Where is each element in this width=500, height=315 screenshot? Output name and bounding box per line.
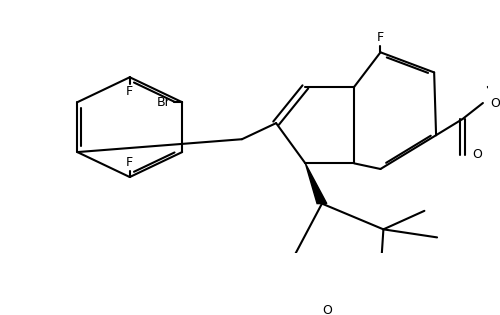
Text: F: F — [126, 156, 134, 169]
Text: F: F — [377, 31, 384, 44]
Text: F: F — [126, 85, 134, 98]
Text: O: O — [322, 304, 332, 315]
Polygon shape — [306, 163, 327, 203]
Text: Br: Br — [156, 96, 170, 109]
Text: O: O — [490, 96, 500, 110]
Text: O: O — [472, 148, 482, 161]
